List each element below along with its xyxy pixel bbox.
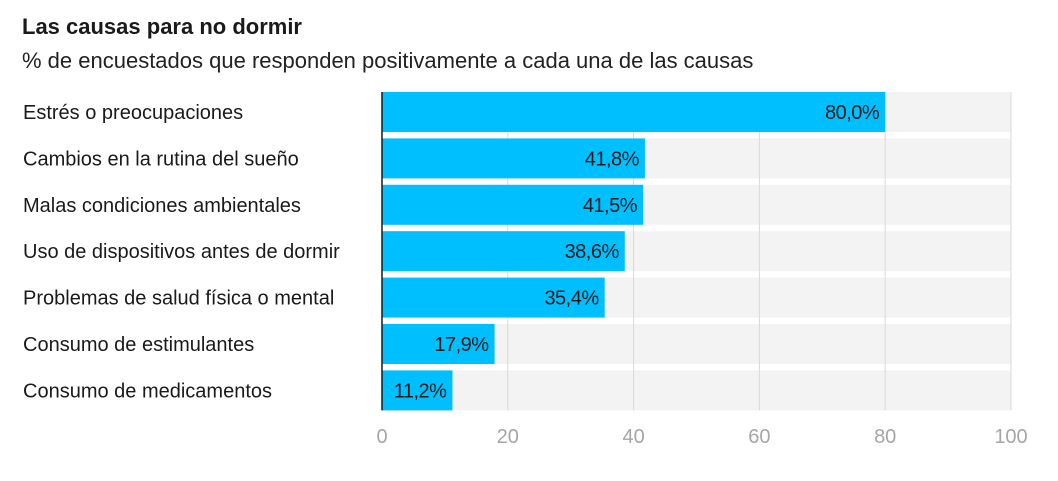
x-tick-label: 20 xyxy=(497,426,519,448)
x-tick-labels: 0 20 40 60 80 100 xyxy=(376,426,1027,448)
bar xyxy=(382,324,495,364)
value-label: 38,6% xyxy=(565,241,620,263)
x-tick-label: 100 xyxy=(994,426,1027,448)
value-labels: 80,0% 41,8% 41,5% 38,6% 35,4% 17,9% 11,2% xyxy=(394,102,881,402)
value-label: 41,8% xyxy=(585,148,640,170)
value-label: 17,9% xyxy=(434,334,489,356)
category-labels: Estrés o preocupaciones Cambios en la rut… xyxy=(23,102,340,402)
bar xyxy=(382,92,886,132)
category-label: Uso de dispositivos antes de dormir xyxy=(23,241,340,263)
bar xyxy=(382,231,625,272)
bar xyxy=(382,184,644,225)
category-label: Consumo de estimulantes xyxy=(23,334,254,356)
bar xyxy=(382,138,645,179)
bar-track xyxy=(382,370,1011,411)
value-label: 35,4% xyxy=(544,288,599,310)
value-label: 41,5% xyxy=(583,195,638,217)
value-label: 11,2% xyxy=(394,380,447,402)
x-tick-label: 0 xyxy=(376,426,387,448)
chart-subtitle: % de encuestados que responden positivam… xyxy=(22,48,754,73)
value-label: 80,0% xyxy=(825,102,880,124)
chart-title: Las causas para no dormir xyxy=(22,14,302,39)
bar xyxy=(382,277,605,318)
bars xyxy=(382,92,886,411)
category-label: Consumo de medicamentos xyxy=(23,380,272,402)
category-label: Malas condiciones ambientales xyxy=(23,195,301,217)
category-label: Problemas de salud física o mental xyxy=(23,288,334,310)
x-tick-label: 60 xyxy=(748,426,770,448)
category-label: Cambios en la rutina del sueño xyxy=(23,148,299,170)
bar xyxy=(382,370,453,411)
x-tick-label: 40 xyxy=(622,426,644,448)
category-label: Estrés o preocupaciones xyxy=(23,102,243,124)
x-tick-label: 80 xyxy=(874,426,896,448)
